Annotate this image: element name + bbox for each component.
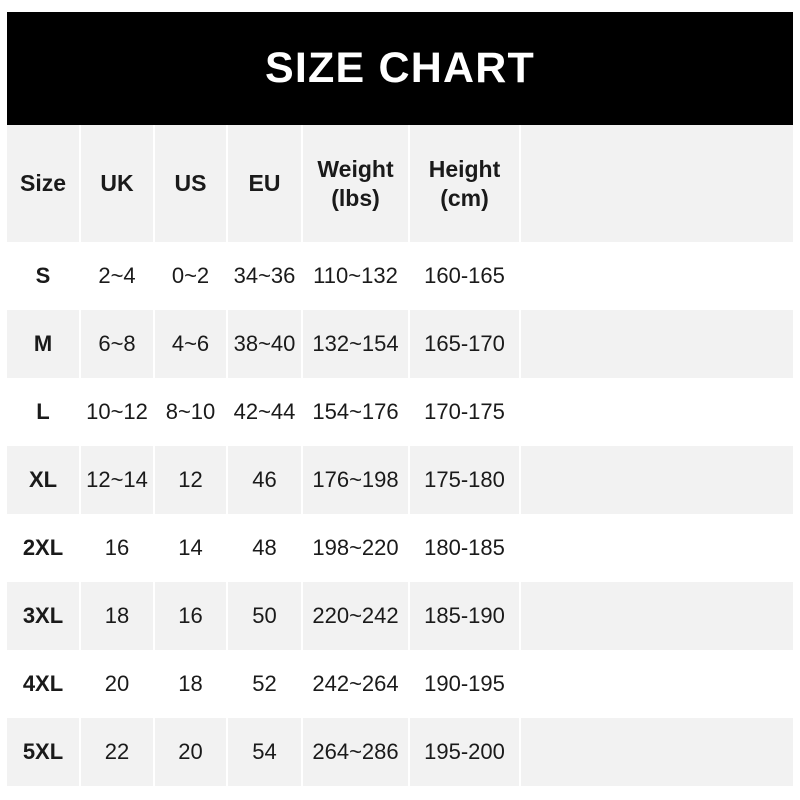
size-chart-table: Size UK US EU Weight (lbs) Height (cm) S… [7, 125, 793, 786]
table-row: XL 12~14 12 46 176~198 175-180 [7, 446, 793, 514]
cell-eu: 50 [227, 582, 303, 650]
cell-uk: 18 [80, 582, 155, 650]
cell-height: 175-180 [409, 446, 521, 514]
column-header-eu: EU [227, 125, 303, 242]
cell-height: 185-190 [409, 582, 521, 650]
column-header-weight: Weight (lbs) [302, 125, 410, 242]
cell-eu: 48 [227, 514, 303, 582]
cell-weight: 176~198 [302, 446, 410, 514]
cell-size: L [7, 378, 81, 446]
cell-size: S [7, 242, 81, 310]
cell-uk: 6~8 [80, 310, 155, 378]
cell-weight: 132~154 [302, 310, 410, 378]
table-row: 3XL 18 16 50 220~242 185-190 [7, 582, 793, 650]
cell-height: 165-170 [409, 310, 521, 378]
cell-spacer [520, 242, 793, 310]
cell-eu: 42~44 [227, 378, 303, 446]
cell-uk: 20 [80, 650, 155, 718]
cell-height: 160-165 [409, 242, 521, 310]
cell-uk: 22 [80, 718, 155, 786]
cell-spacer [520, 378, 793, 446]
column-header-us: US [154, 125, 228, 242]
cell-size: M [7, 310, 81, 378]
cell-us: 4~6 [154, 310, 228, 378]
cell-eu: 46 [227, 446, 303, 514]
cell-uk: 16 [80, 514, 155, 582]
cell-uk: 10~12 [80, 378, 155, 446]
cell-size: XL [7, 446, 81, 514]
table-row: 5XL 22 20 54 264~286 195-200 [7, 718, 793, 786]
cell-size: 2XL [7, 514, 81, 582]
cell-us: 14 [154, 514, 228, 582]
cell-spacer [520, 582, 793, 650]
table-header-row: Size UK US EU Weight (lbs) Height (cm) [7, 125, 793, 242]
column-header-uk: UK [80, 125, 155, 242]
column-header-height-unit: (cm) [440, 184, 489, 211]
cell-height: 195-200 [409, 718, 521, 786]
table-row: 4XL 20 18 52 242~264 190-195 [7, 650, 793, 718]
cell-us: 8~10 [154, 378, 228, 446]
cell-spacer [520, 310, 793, 378]
table-row: 2XL 16 14 48 198~220 180-185 [7, 514, 793, 582]
cell-eu: 38~40 [227, 310, 303, 378]
cell-weight: 264~286 [302, 718, 410, 786]
cell-weight: 242~264 [302, 650, 410, 718]
cell-weight: 154~176 [302, 378, 410, 446]
cell-height: 180-185 [409, 514, 521, 582]
page-title: SIZE CHART [265, 44, 535, 92]
cell-height: 190-195 [409, 650, 521, 718]
column-header-weight-label: Weight [317, 156, 394, 183]
column-header-size: Size [7, 125, 81, 242]
table-row: M 6~8 4~6 38~40 132~154 165-170 [7, 310, 793, 378]
cell-size: 4XL [7, 650, 81, 718]
column-header-height: Height (cm) [409, 125, 521, 242]
cell-spacer [520, 718, 793, 786]
cell-us: 12 [154, 446, 228, 514]
cell-us: 16 [154, 582, 228, 650]
title-banner: SIZE CHART [7, 12, 793, 125]
cell-weight: 220~242 [302, 582, 410, 650]
column-header-weight-unit: (lbs) [331, 184, 380, 211]
cell-spacer [520, 650, 793, 718]
cell-us: 20 [154, 718, 228, 786]
cell-uk: 2~4 [80, 242, 155, 310]
cell-us: 18 [154, 650, 228, 718]
cell-eu: 34~36 [227, 242, 303, 310]
cell-eu: 52 [227, 650, 303, 718]
cell-us: 0~2 [154, 242, 228, 310]
cell-size: 5XL [7, 718, 81, 786]
cell-eu: 54 [227, 718, 303, 786]
cell-size: 3XL [7, 582, 81, 650]
column-header-spacer [520, 125, 793, 242]
cell-spacer [520, 514, 793, 582]
table-row: S 2~4 0~2 34~36 110~132 160-165 [7, 242, 793, 310]
cell-spacer [520, 446, 793, 514]
table-row: L 10~12 8~10 42~44 154~176 170-175 [7, 378, 793, 446]
cell-uk: 12~14 [80, 446, 155, 514]
cell-weight: 110~132 [302, 242, 410, 310]
column-header-height-label: Height [428, 156, 501, 183]
cell-height: 170-175 [409, 378, 521, 446]
cell-weight: 198~220 [302, 514, 410, 582]
